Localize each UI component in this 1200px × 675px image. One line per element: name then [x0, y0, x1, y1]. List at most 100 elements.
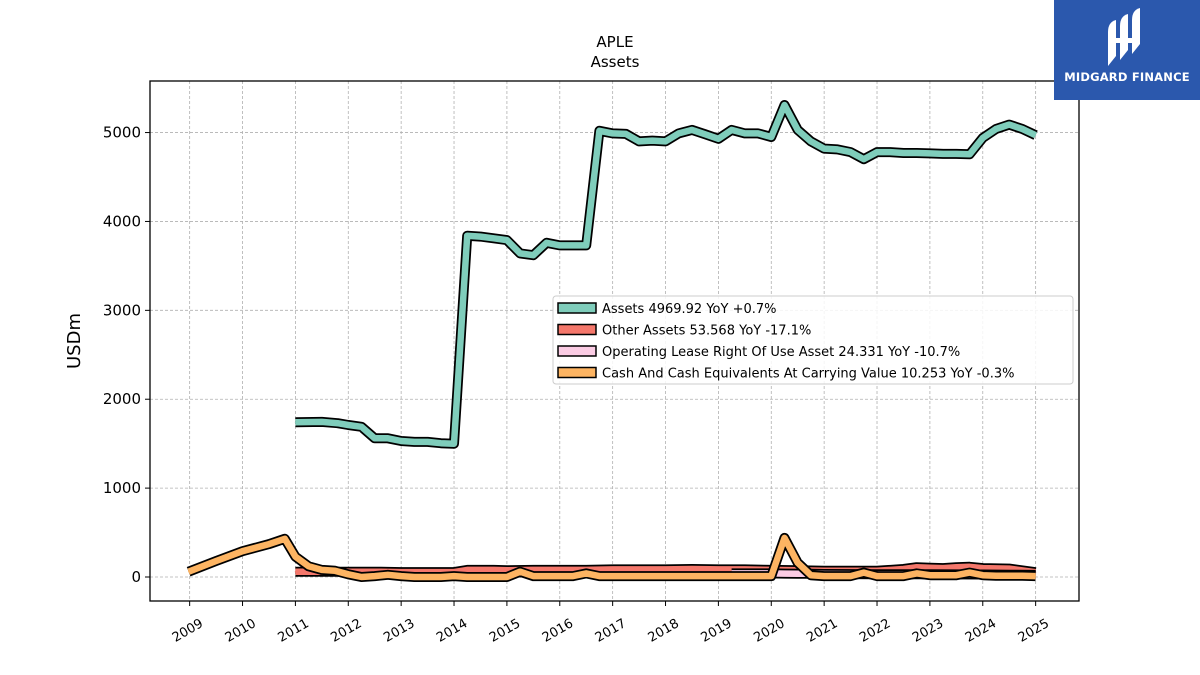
data-point: [955, 153, 957, 155]
data-point: [651, 140, 653, 142]
data-point: [625, 133, 627, 135]
x-tick-label: 2022: [857, 616, 893, 646]
data-point: [427, 441, 429, 443]
data-point: [1008, 575, 1010, 577]
data-point: [453, 443, 455, 445]
chart-title: APLE: [596, 33, 633, 51]
data-point: [982, 574, 984, 576]
data-point: [506, 239, 508, 241]
data-point: [241, 550, 244, 552]
data-point: [783, 537, 786, 539]
data-point: [308, 565, 310, 567]
data-point: [850, 151, 852, 153]
data-point: [704, 133, 706, 135]
series-line: [295, 101, 1037, 447]
data-point: [823, 148, 825, 150]
data-point: [863, 158, 865, 160]
data-point: [982, 137, 984, 139]
data-point: [942, 574, 944, 576]
data-point: [493, 576, 495, 578]
y-axis-label: USDm: [64, 313, 85, 369]
data-point: [546, 575, 548, 577]
y-tick-label: 1000: [103, 479, 141, 497]
legend-label: Assets 4969.92 YoY +0.7%: [602, 302, 777, 317]
y-tick-label: 5000: [103, 124, 141, 142]
data-point: [810, 574, 812, 576]
data-point: [400, 575, 402, 577]
x-tick-label: 2009: [170, 616, 206, 646]
data-point: [585, 244, 587, 246]
x-tick-label: 2025: [1016, 616, 1052, 646]
data-point: [995, 128, 997, 130]
data-point: [744, 132, 746, 134]
series-line: [187, 534, 1036, 581]
data-point: [612, 575, 614, 577]
data-point: [836, 148, 839, 150]
data-point: [294, 556, 296, 558]
data-point: [1035, 575, 1037, 577]
series-layer: [186, 100, 1038, 582]
data-point: [797, 573, 799, 575]
data-point: [836, 575, 839, 577]
x-tick-label: 2017: [593, 616, 629, 646]
data-point: [902, 575, 905, 577]
x-tick-label: 2014: [434, 616, 470, 646]
data-point: [440, 442, 442, 444]
data-point: [664, 568, 667, 571]
data-point: [572, 575, 574, 577]
x-tick-label: 2020: [751, 616, 787, 646]
data-point: [691, 575, 693, 577]
data-point: [876, 151, 878, 153]
data-point: [546, 242, 548, 244]
data-point: [479, 576, 482, 578]
data-point: [572, 244, 574, 246]
data-point: [347, 424, 349, 426]
legend-swatch: [557, 366, 597, 379]
legend-swatch: [557, 302, 597, 314]
data-point: [387, 574, 389, 576]
data-point: [493, 569, 495, 571]
data-point: [638, 575, 640, 577]
data-point: [532, 575, 534, 577]
y-ticks: 0 1000 2000 3000 4000 5000: [103, 124, 150, 586]
x-tick-label: 2016: [540, 616, 576, 646]
plot-frame: [149, 80, 1080, 602]
data-point: [374, 575, 376, 577]
data-point: [413, 576, 415, 578]
data-point: [374, 437, 376, 439]
data-point: [916, 566, 918, 568]
data-point: [955, 574, 957, 576]
data-point: [889, 575, 891, 577]
data-point: [466, 235, 468, 237]
x-ticks: 2009 2010 2011 2012 2013 2014 2015 2016 2017 2018…: [170, 601, 1052, 646]
data-point: [969, 566, 971, 568]
data-point: [717, 575, 720, 577]
x-tick-label: 2021: [804, 616, 840, 646]
data-point: [810, 140, 812, 142]
data-point: [783, 104, 786, 106]
data-point: [284, 538, 286, 540]
x-tick-label: 2012: [328, 616, 364, 646]
data-point: [850, 575, 852, 577]
data-point: [360, 426, 363, 428]
data-point: [215, 560, 217, 562]
data-point: [1021, 128, 1024, 130]
data-point: [294, 421, 296, 423]
data-point: [466, 576, 468, 578]
data-point: [691, 129, 693, 131]
data-point: [942, 567, 944, 569]
data-point: [929, 152, 931, 154]
data-point: [559, 244, 561, 246]
data-point: [770, 136, 772, 138]
data-point: [612, 568, 614, 571]
data-point: [929, 574, 931, 576]
data-point: [337, 422, 339, 424]
data-point: [559, 575, 561, 577]
x-tick-label: 2024: [963, 616, 999, 646]
data-point: [321, 569, 323, 571]
data-point: [863, 572, 865, 574]
legend-label: Other Assets 53.568 YoY -17.1%: [602, 324, 811, 339]
data-point: [1008, 568, 1010, 570]
data-point: [757, 132, 759, 134]
